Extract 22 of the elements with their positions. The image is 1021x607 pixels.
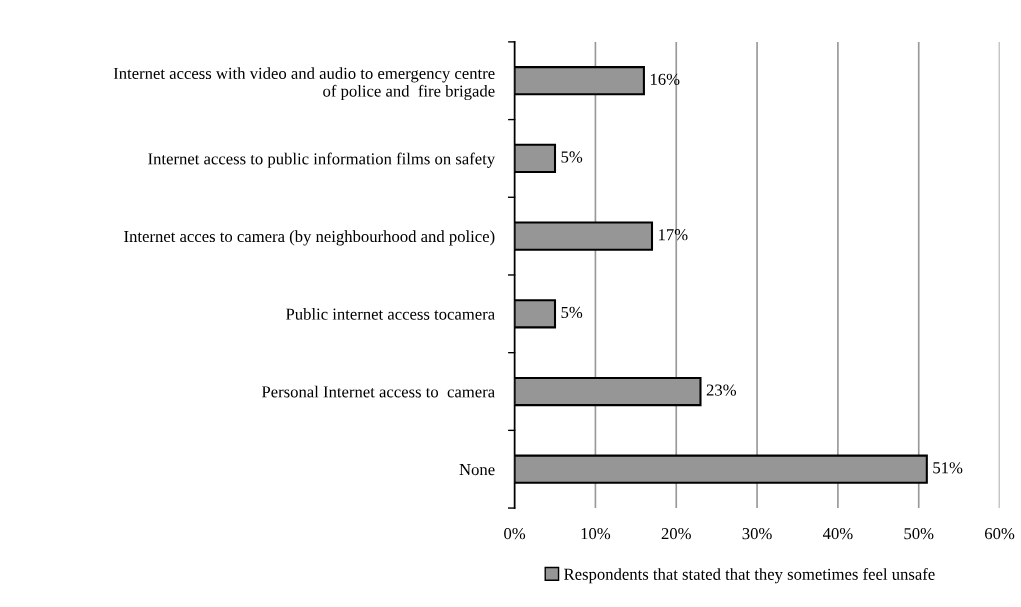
y-tick-label: Internet acces to camera (by neighbourhood and police) (124, 230, 495, 246)
x-tick-label: 50% (904, 527, 934, 540)
data-label: 51% (933, 462, 963, 474)
data-label: 16% (650, 73, 680, 85)
bar (514, 143, 557, 174)
bar (514, 299, 557, 329)
data-label: 5% (561, 306, 583, 319)
data-label: 23% (706, 384, 737, 396)
data-label: 5% (561, 151, 583, 163)
y-tick-label: None (459, 464, 495, 476)
x-tick-label: 20% (661, 527, 691, 540)
x-tick-label: 0% (504, 527, 526, 540)
y-tick-label: Internet access to public information films on safety (148, 152, 496, 168)
x-tick-label: 60% (985, 527, 1015, 540)
x-tick-label: 40% (822, 527, 853, 540)
x-tick-label: 30% (742, 527, 772, 540)
legend-label: Respondents that stated that they sometimes feel unsafe (564, 567, 935, 584)
y-tick-label: Internet access with video and audio to emergency centre of police and fire brigade (113, 67, 495, 101)
data-label: 17% (659, 229, 688, 241)
x-tick-label: 10% (581, 527, 611, 540)
y-tick-label: Personal Internet access to camera (261, 385, 495, 398)
y-tick-label: Public internet access tocamera (285, 308, 495, 320)
